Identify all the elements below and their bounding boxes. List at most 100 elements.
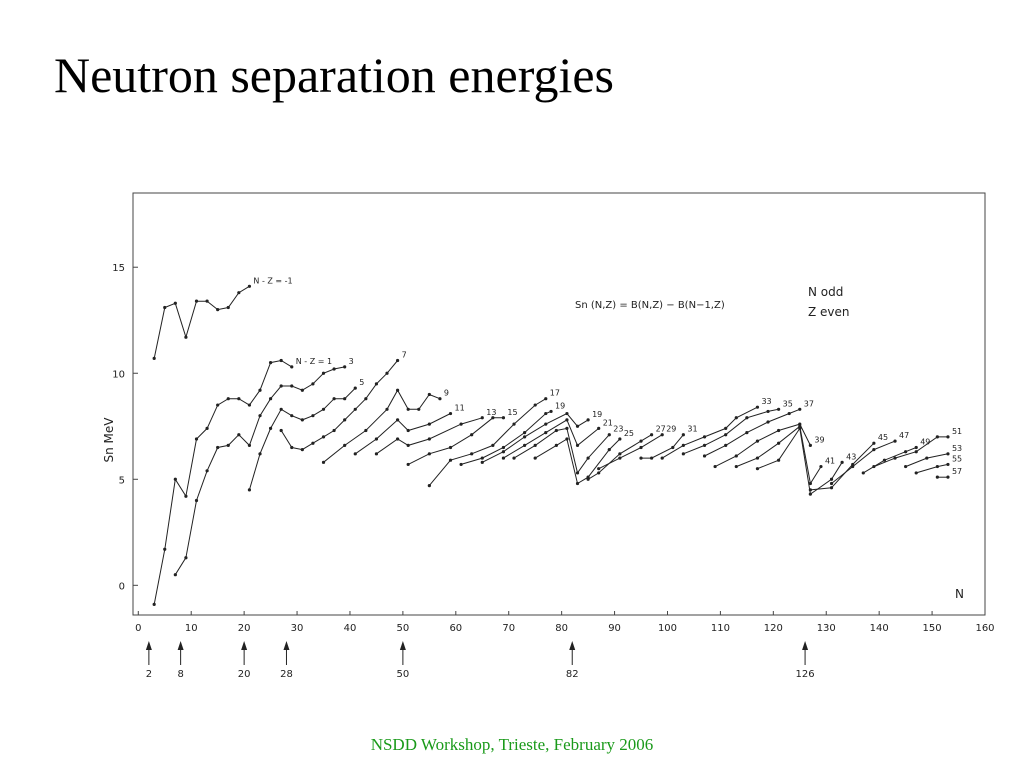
data-point (205, 469, 209, 473)
x-tick-label: 40 (344, 623, 357, 634)
data-point (639, 445, 643, 450)
data-point (734, 454, 738, 458)
data-point (374, 437, 379, 441)
data-point (247, 403, 252, 407)
x-tick-label: 80 (555, 623, 568, 634)
data-point (808, 443, 812, 447)
data-point (427, 422, 431, 426)
data-point (724, 443, 728, 447)
data-point (279, 384, 283, 388)
data-point (395, 358, 400, 363)
x-tick-label: 30 (291, 623, 304, 634)
magic-label: 20 (238, 669, 251, 680)
data-point (829, 481, 834, 486)
series-line (280, 360, 398, 451)
data-point (247, 443, 252, 447)
data-point (406, 428, 410, 433)
data-point (290, 445, 294, 450)
series-label: N - Z = 1 (296, 357, 332, 366)
series-label: 45 (878, 433, 888, 442)
data-point (512, 422, 516, 426)
data-point (597, 467, 601, 471)
data-point (427, 484, 431, 488)
data-point (882, 458, 887, 462)
magic-label: 126 (796, 669, 815, 680)
series-label: 5 (359, 378, 364, 387)
y-tick-label: 0 (119, 581, 125, 592)
data-point (501, 456, 506, 460)
magic-arrow-head (399, 641, 406, 650)
data-point (300, 418, 304, 422)
data-point (480, 460, 484, 464)
data-point (258, 452, 262, 456)
data-point (332, 428, 336, 433)
data-point (935, 435, 939, 439)
data-point (173, 301, 177, 305)
data-point (650, 456, 654, 460)
data-point (205, 299, 209, 303)
data-point (904, 464, 908, 469)
data-point (501, 450, 506, 454)
series-line (641, 434, 684, 459)
data-point (681, 433, 685, 437)
series-line (704, 408, 800, 457)
data-point (311, 414, 315, 418)
data-point (237, 291, 241, 295)
series-line (736, 425, 822, 485)
data-point (734, 464, 738, 469)
series-label: 31 (687, 425, 697, 434)
series-label: 29 (666, 425, 676, 434)
data-point (438, 397, 442, 401)
data-point (914, 445, 918, 450)
y-tick-label: 10 (112, 369, 125, 380)
data-point (650, 433, 654, 437)
data-point (237, 433, 241, 437)
data-point (808, 488, 812, 492)
magic-label: 2 (146, 669, 152, 680)
magic-label: 82 (566, 669, 579, 680)
x-tick-label: 120 (764, 623, 783, 634)
data-point (311, 441, 315, 445)
data-point (459, 422, 463, 426)
data-point (660, 433, 664, 437)
data-point (702, 435, 707, 439)
data-point (618, 456, 622, 460)
data-point (586, 477, 590, 481)
data-point (184, 335, 188, 339)
magic-arrow-head (145, 641, 152, 650)
series-label: 19 (555, 401, 565, 410)
x-tick-label: 50 (397, 623, 410, 634)
data-point (946, 452, 950, 456)
data-point (395, 388, 400, 392)
data-point (766, 420, 770, 424)
series-label: 15 (507, 408, 517, 417)
data-point (586, 418, 590, 422)
data-point (755, 405, 760, 409)
data-point (300, 388, 304, 392)
data-point (554, 443, 558, 447)
data-point (808, 481, 812, 486)
series-line (482, 412, 589, 463)
data-point (491, 416, 495, 420)
data-point (184, 494, 188, 498)
data-point (353, 452, 357, 456)
data-point (523, 443, 527, 447)
data-point (575, 471, 580, 475)
data-point (332, 367, 336, 371)
data-point (321, 460, 326, 464)
formula: Sn (N,Z) = B(N,Z) − B(N−1,Z) (575, 300, 725, 311)
data-point (872, 447, 876, 452)
data-point (829, 477, 834, 481)
series-line (355, 413, 451, 455)
data-point (374, 382, 379, 386)
series-label: 33 (761, 397, 771, 406)
data-point (247, 488, 252, 492)
data-point (745, 416, 749, 420)
data-point (290, 414, 294, 418)
data-point (713, 464, 717, 469)
data-point (575, 424, 580, 428)
data-point (544, 422, 548, 426)
data-point (343, 365, 347, 369)
data-point (777, 428, 781, 433)
data-point (755, 456, 760, 460)
